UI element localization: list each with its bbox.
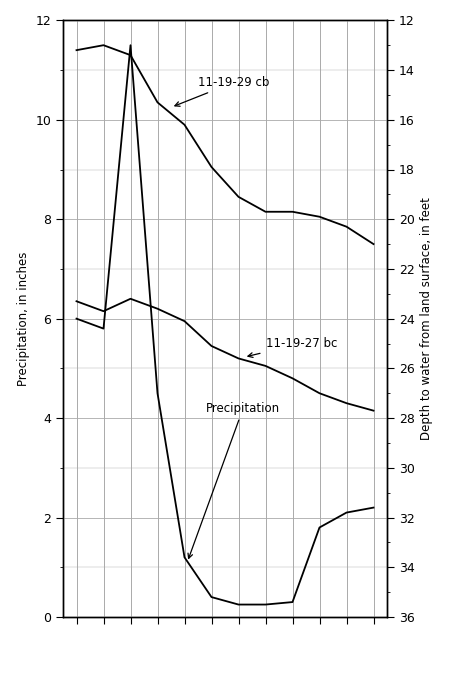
Text: 11-19-29 cb: 11-19-29 cb: [175, 76, 270, 106]
Y-axis label: Precipitation, in inches: Precipitation, in inches: [17, 252, 30, 386]
Text: 11-19-27 bc: 11-19-27 bc: [248, 337, 337, 357]
Text: Precipitation: Precipitation: [188, 401, 280, 559]
Y-axis label: Depth to water from land surface, in feet: Depth to water from land surface, in fee…: [420, 197, 433, 440]
